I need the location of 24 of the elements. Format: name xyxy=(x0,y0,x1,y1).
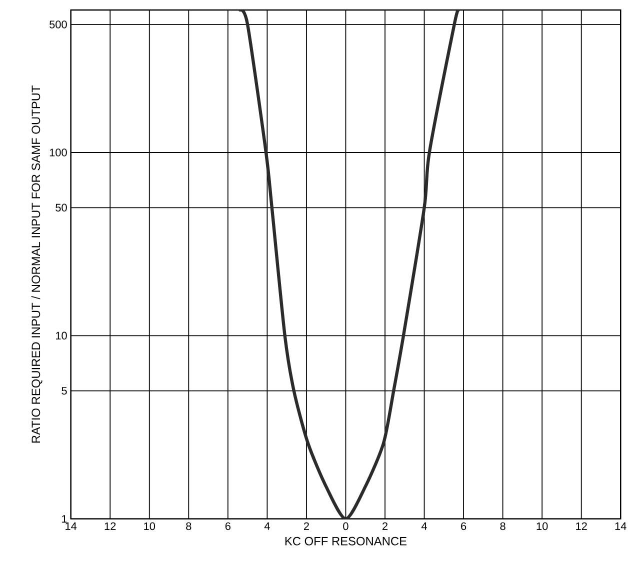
y-tick-label: 10 xyxy=(56,332,67,340)
y-tick-label: 500 xyxy=(50,20,67,28)
x-tick-label: 14 xyxy=(615,522,626,530)
x-tick-label: 2 xyxy=(382,522,388,530)
x-tick-label: 2 xyxy=(304,522,309,530)
y-tick-label: 1 xyxy=(62,515,67,523)
x-tick-label: 6 xyxy=(225,522,230,530)
x-tick-label: 4 xyxy=(421,522,427,530)
x-tick-label: 12 xyxy=(576,522,587,530)
y-tick-label: 100 xyxy=(50,148,67,157)
x-tick-label: 10 xyxy=(536,522,548,530)
x-tick-label: 4 xyxy=(264,522,270,530)
y-tick-label: 50 xyxy=(56,204,67,212)
x-tick-label: 8 xyxy=(500,522,506,530)
y-axis-title: RATIO REQUIRED INPUT / NORMAL INPUT FOR SAMF OUTPUT xyxy=(31,86,42,443)
x-tick-label: 0 xyxy=(343,522,348,530)
x-axis-title: KC OFF RESONANCE xyxy=(285,537,407,546)
line-series xyxy=(238,10,460,519)
x-tick-label: 12 xyxy=(104,522,116,530)
y-tick-label: 5 xyxy=(62,387,67,395)
x-tick-label: 6 xyxy=(461,522,466,530)
x-tick-label: 8 xyxy=(186,522,192,530)
x-tick-label: 14 xyxy=(66,522,77,530)
x-tick-label: 10 xyxy=(144,522,156,530)
